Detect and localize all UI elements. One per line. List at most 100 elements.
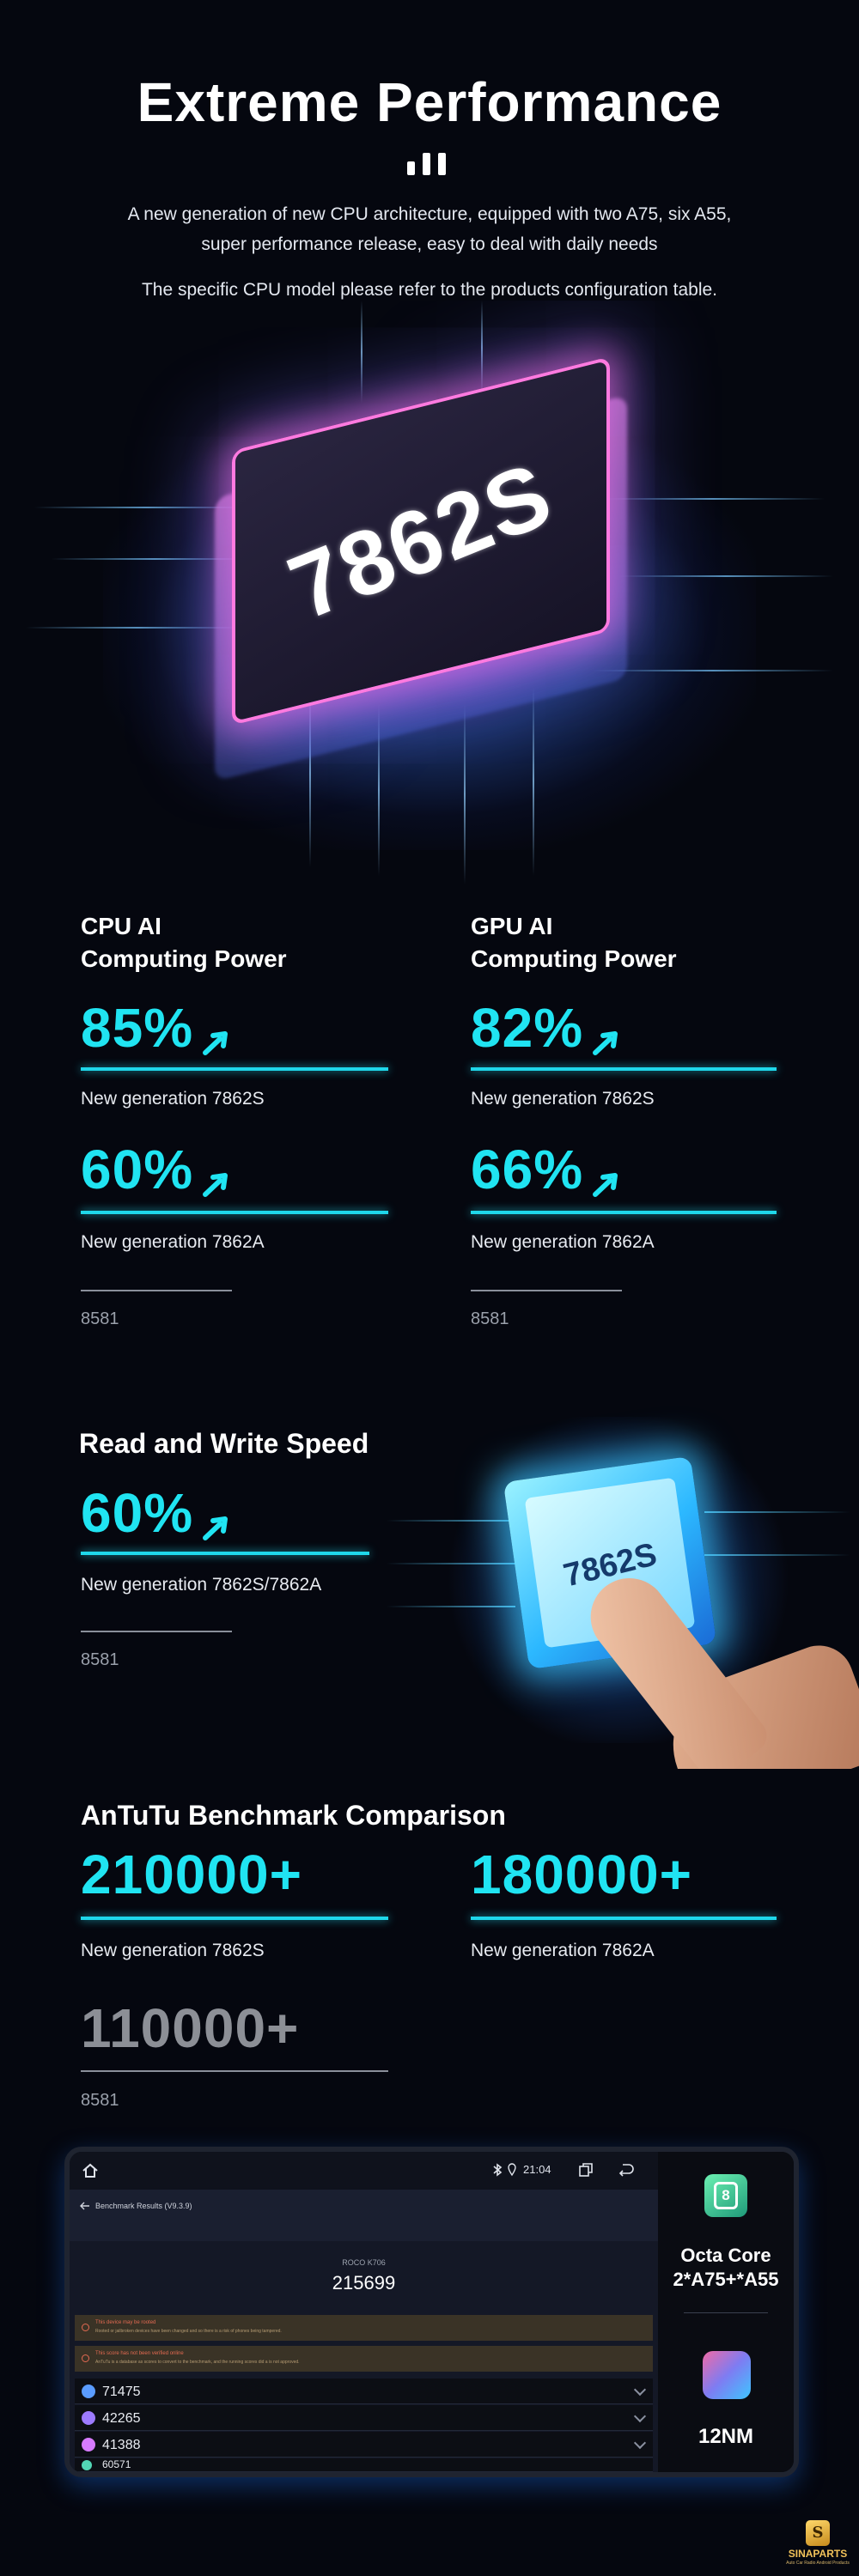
status-bar: 21:04	[70, 2152, 658, 2190]
trend-up-arrow-icon	[202, 1516, 228, 1540]
page-title: Extreme Performance	[137, 71, 722, 133]
chevron-down-icon[interactable]	[633, 2436, 647, 2450]
device-name: ROCO K706	[342, 2258, 386, 2267]
ux-score-value: 60571	[102, 2458, 131, 2470]
antutu-label-7862a: New generation 7862A	[471, 1941, 655, 1960]
read-write-value: 60%	[81, 1482, 194, 1544]
root-warning: This device may be rooted Rooted or jail…	[75, 2315, 653, 2341]
cpu-ai-label-1: New generation 7862S	[81, 1089, 265, 1109]
cpu-ai-stat-1: 85%	[81, 996, 232, 1060]
recent-apps-icon[interactable]	[578, 2162, 594, 2178]
antutu-bar-8581	[81, 2070, 388, 2072]
brand-badge-letter: S	[812, 2524, 824, 2542]
read-write-heading: Read and Write Speed	[79, 1428, 369, 1459]
gpu-ai-bar-2	[471, 1211, 777, 1214]
gpu-score-value: 42265	[102, 2411, 141, 2426]
trend-up-arrow-icon	[202, 1172, 228, 1197]
gpu-ai-label-2: New generation 7862A	[471, 1232, 655, 1252]
gpu-ai-heading-line2: Computing Power	[471, 945, 677, 972]
spec-side-panel: 8 Octa Core 2*A75+*A55 12NM	[658, 2152, 794, 2472]
read-write-baseline-bar	[81, 1631, 232, 1632]
cpu-ai-stat-2: 60%	[81, 1138, 232, 1201]
bluetooth-icon	[493, 2163, 503, 2177]
trend-up-arrow-icon	[202, 1030, 228, 1055]
mem-score-value: 41388	[102, 2438, 141, 2452]
cpu-ai-value-2: 60%	[81, 1139, 194, 1200]
brand-tagline: Auto Car Radio Android Products	[786, 2561, 850, 2566]
warning-icon	[82, 2324, 89, 2331]
cpu-ai-heading-line2: Computing Power	[81, 945, 287, 972]
intro-text-line1: A new generation of new CPU architecture…	[127, 204, 732, 224]
octa-core-title: Octa Core	[680, 2245, 771, 2266]
gpu-ai-heading-line1: GPU AI	[471, 913, 553, 939]
ux-score-icon	[82, 2460, 92, 2470]
antutu-bar-7862s	[81, 1917, 388, 1920]
mem-score-icon	[82, 2438, 95, 2451]
benchmark-header	[70, 2190, 658, 2241]
home-icon[interactable]	[82, 2162, 99, 2179]
arrow-left-icon[interactable]	[80, 2202, 90, 2210]
read-write-stat: 60%	[81, 1481, 232, 1545]
verify-warning-title: This score has not been verified online	[95, 2351, 184, 2356]
cpu-ai-bar-2	[81, 1211, 388, 1214]
antutu-bar-7862a	[471, 1917, 777, 1920]
octa-core-spec: 2*A75+*A55	[673, 2269, 779, 2290]
root-warning-text: Rooted or jailbroken devices have been c…	[95, 2329, 282, 2334]
cpu-ai-value-1: 85%	[81, 997, 194, 1059]
location-icon	[508, 2163, 516, 2177]
intro-text-line2: super performance release, easy to deal …	[201, 234, 658, 254]
gpu-ai-value-1: 82%	[471, 997, 584, 1059]
read-write-baseline-label: 8581	[81, 1650, 119, 1669]
cpu-ai-bar-1	[81, 1067, 388, 1071]
gpu-ai-stat-1: 82%	[471, 996, 622, 1060]
chevron-down-icon[interactable]	[633, 2409, 647, 2423]
antutu-value-8581: 110000+	[81, 1997, 300, 2059]
core-count-icon-label: 8	[714, 2182, 738, 2209]
cpu-ai-baseline-bar	[81, 1290, 232, 1291]
gpu-ai-bar-1	[471, 1067, 777, 1071]
trend-up-arrow-icon	[592, 1172, 618, 1197]
gpu-ai-stat-2: 66%	[471, 1138, 622, 1201]
gpu-ai-baseline-label: 8581	[471, 1309, 509, 1328]
process-node-icon	[703, 2351, 751, 2399]
cpu-score-icon	[82, 2385, 95, 2398]
antutu-value-7862s: 210000+	[81, 1844, 302, 1905]
score-row-cpu[interactable]: 71475	[75, 2379, 653, 2404]
intro-text-line3: The specific CPU model please refer to t…	[141, 280, 718, 300]
brand-badge-icon: S	[806, 2520, 830, 2546]
warning-icon	[82, 2354, 89, 2362]
read-write-label: New generation 7862S/7862A	[81, 1575, 322, 1595]
cpu-ai-label-2: New generation 7862A	[81, 1232, 265, 1252]
antutu-heading: AnTuTu Benchmark Comparison	[81, 1800, 506, 1831]
cpu-score-value: 71475	[102, 2385, 141, 2399]
score-row-mem[interactable]: 41388	[75, 2432, 653, 2458]
chevron-down-icon[interactable]	[633, 2383, 647, 2397]
read-write-bar	[81, 1552, 369, 1555]
antutu-label-8581: 8581	[81, 2091, 119, 2110]
antutu-value-7862a: 180000+	[471, 1844, 692, 1905]
benchmark-title: Benchmark Results (V9.3.9)	[95, 2202, 192, 2210]
side-divider	[684, 2312, 768, 2313]
cpu-ai-baseline-label: 8581	[81, 1309, 119, 1328]
gpu-ai-value-2: 66%	[471, 1139, 584, 1200]
score-row-ux[interactable]: 60571	[75, 2458, 653, 2472]
score-row-gpu[interactable]: 42265	[75, 2405, 653, 2431]
verify-warning-text: AnTuTu is a database as scores to conver…	[95, 2360, 300, 2365]
chip-touch-illustration: 7862S	[387, 1391, 859, 1769]
verify-warning: This score has not been verified online …	[75, 2346, 653, 2372]
process-node-label: 12NM	[698, 2425, 754, 2448]
gpu-ai-baseline-bar	[471, 1290, 622, 1291]
root-warning-title: This device may be rooted	[95, 2320, 156, 2325]
brand-name: SINAPARTS	[788, 2548, 848, 2560]
gpu-score-icon	[82, 2411, 95, 2425]
title-bars-icon	[407, 153, 452, 175]
status-time: 21:04	[523, 2163, 551, 2176]
back-icon[interactable]	[618, 2162, 635, 2178]
device-total-score: 215699	[332, 2272, 396, 2293]
cpu-chip-illustration: 7862S	[0, 301, 859, 902]
gpu-ai-label-1: New generation 7862S	[471, 1089, 655, 1109]
cpu-chip-icon: 8	[704, 2174, 747, 2217]
antutu-label-7862s: New generation 7862S	[81, 1941, 265, 1960]
trend-up-arrow-icon	[592, 1030, 618, 1055]
tablet-screen: 21:04 Benchmark Results (V9.3.9) ROCO K7…	[70, 2152, 658, 2472]
